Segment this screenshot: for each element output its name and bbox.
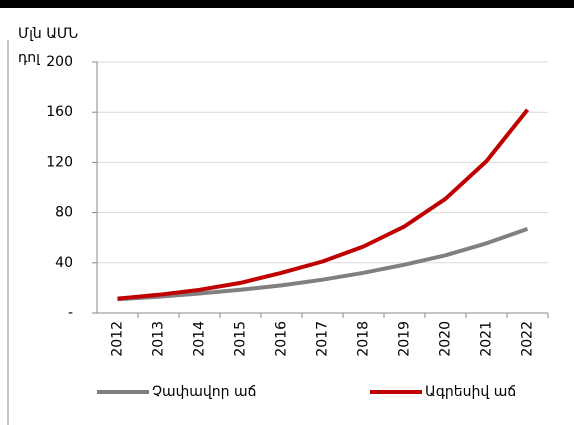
x-tick-label: 2013	[151, 321, 167, 357]
y-axis-label: Մլն ԱՄՆ	[18, 26, 78, 42]
x-tick-label: 2014	[192, 321, 208, 357]
series-line	[117, 108, 530, 301]
x-tick-label: 2021	[479, 321, 495, 357]
y-tick-label: 40	[55, 255, 73, 271]
y-tick-label: 160	[46, 104, 73, 120]
legend-label: Չափավոր աճ	[152, 384, 256, 400]
y-tick-label: 120	[46, 154, 73, 170]
x-tick-label: 2020	[438, 321, 454, 357]
y-tick-label: -	[68, 305, 73, 321]
label-bg	[40, 305, 76, 321]
series-line	[117, 227, 529, 302]
label-bg	[40, 204, 76, 221]
x-tick-label: 2012	[110, 321, 126, 357]
label-bg	[40, 254, 76, 271]
x-tick-label: 2016	[274, 321, 290, 357]
y-tick-label: 200	[46, 54, 73, 70]
x-tick-label: 2018	[356, 321, 372, 357]
label-bg	[40, 54, 76, 70]
y-tick-label: 80	[55, 205, 73, 221]
x-tick-label: 2022	[520, 321, 536, 357]
label-bg	[40, 154, 76, 171]
x-tick-label: 2015	[233, 321, 249, 357]
cropped-header	[0, 0, 574, 8]
x-tick-label: 2017	[315, 321, 331, 357]
x-tick-label: 2019	[397, 321, 413, 357]
label-bg	[40, 104, 76, 121]
legend-label: Ագրեսիվ աճ	[425, 384, 516, 400]
